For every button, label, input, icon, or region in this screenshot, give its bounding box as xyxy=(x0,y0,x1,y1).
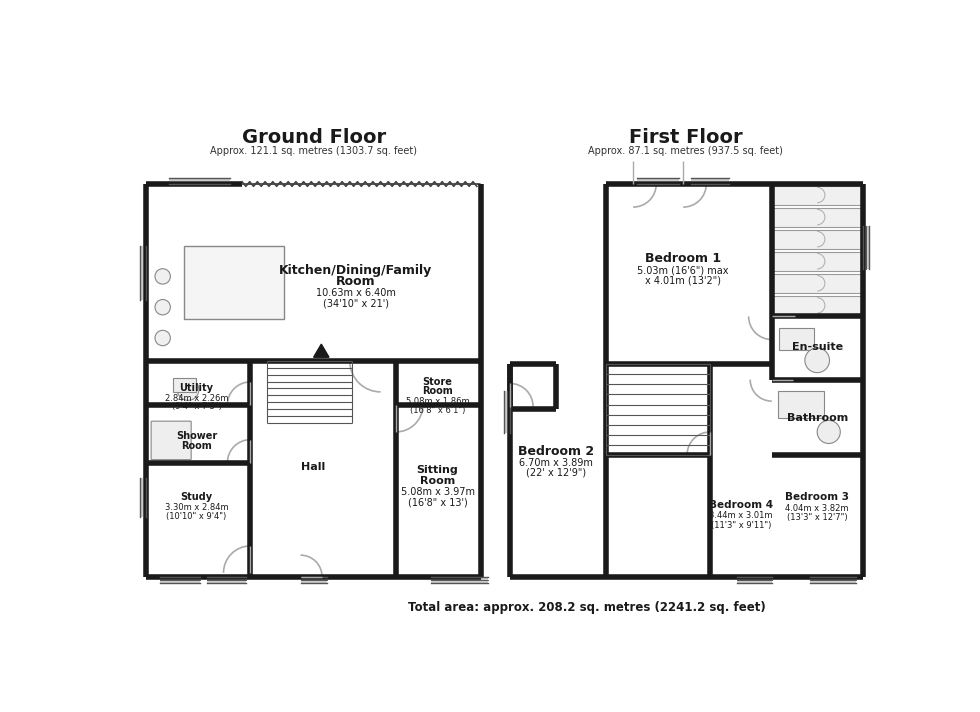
Bar xyxy=(184,246,284,319)
Circle shape xyxy=(177,379,199,400)
Text: Hall: Hall xyxy=(302,461,325,471)
Text: Ground Floor: Ground Floor xyxy=(241,128,386,147)
Circle shape xyxy=(817,420,840,444)
Text: (9'4" x 7'5"): (9'4" x 7'5") xyxy=(172,402,221,411)
Text: 6.70m x 3.89m: 6.70m x 3.89m xyxy=(519,458,593,468)
Bar xyxy=(637,178,679,184)
Text: 3.30m x 2.84m: 3.30m x 2.84m xyxy=(165,503,228,512)
Text: Room: Room xyxy=(420,476,455,486)
Bar xyxy=(773,208,861,226)
Bar xyxy=(208,577,246,583)
Polygon shape xyxy=(314,344,329,357)
Text: Room: Room xyxy=(336,276,375,288)
Bar xyxy=(691,178,729,184)
Bar xyxy=(773,252,861,271)
Text: 5.08m x 3.97m: 5.08m x 3.97m xyxy=(401,487,474,497)
Bar xyxy=(430,577,488,583)
Text: Shower: Shower xyxy=(176,431,218,441)
Text: Utility: Utility xyxy=(179,383,214,393)
Text: (16'8" x 6'1"): (16'8" x 6'1") xyxy=(410,406,466,415)
Text: (10'10" x 9'4"): (10'10" x 9'4") xyxy=(167,512,226,521)
Circle shape xyxy=(805,348,829,372)
Text: x 4.01m (13'2"): x 4.01m (13'2") xyxy=(645,276,721,286)
Text: Approx. 87.1 sq. metres (937.5 sq. feet): Approx. 87.1 sq. metres (937.5 sq. feet) xyxy=(588,146,783,156)
Text: Bedroom 3: Bedroom 3 xyxy=(785,493,850,503)
Bar xyxy=(810,577,857,583)
Text: (11'3" x 9'11"): (11'3" x 9'11") xyxy=(710,520,771,530)
Circle shape xyxy=(155,330,171,346)
Bar xyxy=(504,391,510,434)
Bar xyxy=(160,577,200,583)
Bar xyxy=(773,186,861,204)
Text: Store: Store xyxy=(422,377,453,387)
Text: First Floor: First Floor xyxy=(629,128,742,147)
Text: Bedroom 2: Bedroom 2 xyxy=(518,445,594,458)
Bar xyxy=(778,391,824,418)
Circle shape xyxy=(155,268,171,284)
Text: 10.63m x 6.40m: 10.63m x 6.40m xyxy=(316,288,396,298)
Bar xyxy=(169,178,230,184)
Text: (16'8" x 13'): (16'8" x 13') xyxy=(408,497,467,507)
Text: (22' x 12'9"): (22' x 12'9") xyxy=(526,468,586,478)
Circle shape xyxy=(155,300,171,315)
Bar xyxy=(737,577,772,583)
Text: 2.84m x 2.26m: 2.84m x 2.26m xyxy=(165,394,228,402)
Text: Room: Room xyxy=(181,441,212,451)
Bar xyxy=(139,246,146,300)
Text: Approx. 121.1 sq. metres (1303.7 sq. feet): Approx. 121.1 sq. metres (1303.7 sq. fee… xyxy=(210,146,417,156)
Text: Study: Study xyxy=(180,493,213,503)
Text: (13'3" x 12'7"): (13'3" x 12'7") xyxy=(787,513,848,522)
Bar xyxy=(773,274,861,293)
Text: Room: Room xyxy=(422,386,453,396)
Bar xyxy=(301,577,327,583)
Bar xyxy=(862,226,868,268)
Bar xyxy=(172,378,196,392)
Bar xyxy=(139,478,146,517)
Text: Total area: approx. 208.2 sq. metres (2241.2 sq. feet): Total area: approx. 208.2 sq. metres (22… xyxy=(408,601,765,614)
Text: 5.03m (16'6") max: 5.03m (16'6") max xyxy=(637,266,729,276)
Text: 3.44m x 3.01m: 3.44m x 3.01m xyxy=(710,511,772,520)
Text: Sitting: Sitting xyxy=(416,466,459,476)
Text: Bedroom 4: Bedroom 4 xyxy=(709,500,773,510)
Text: (34'10" x 21'): (34'10" x 21') xyxy=(323,298,389,308)
Text: Kitchen/Dining/Family: Kitchen/Dining/Family xyxy=(279,263,432,277)
Text: Bedroom 1: Bedroom 1 xyxy=(645,252,721,265)
Bar xyxy=(773,296,861,315)
Text: 4.04m x 3.82m: 4.04m x 3.82m xyxy=(785,503,849,513)
Bar xyxy=(779,328,814,350)
Text: En-suite: En-suite xyxy=(792,342,843,352)
Text: Bathroom: Bathroom xyxy=(787,413,848,423)
FancyBboxPatch shape xyxy=(151,422,191,460)
Text: 5.08m x 1.86m: 5.08m x 1.86m xyxy=(406,397,469,406)
Bar xyxy=(773,230,861,248)
